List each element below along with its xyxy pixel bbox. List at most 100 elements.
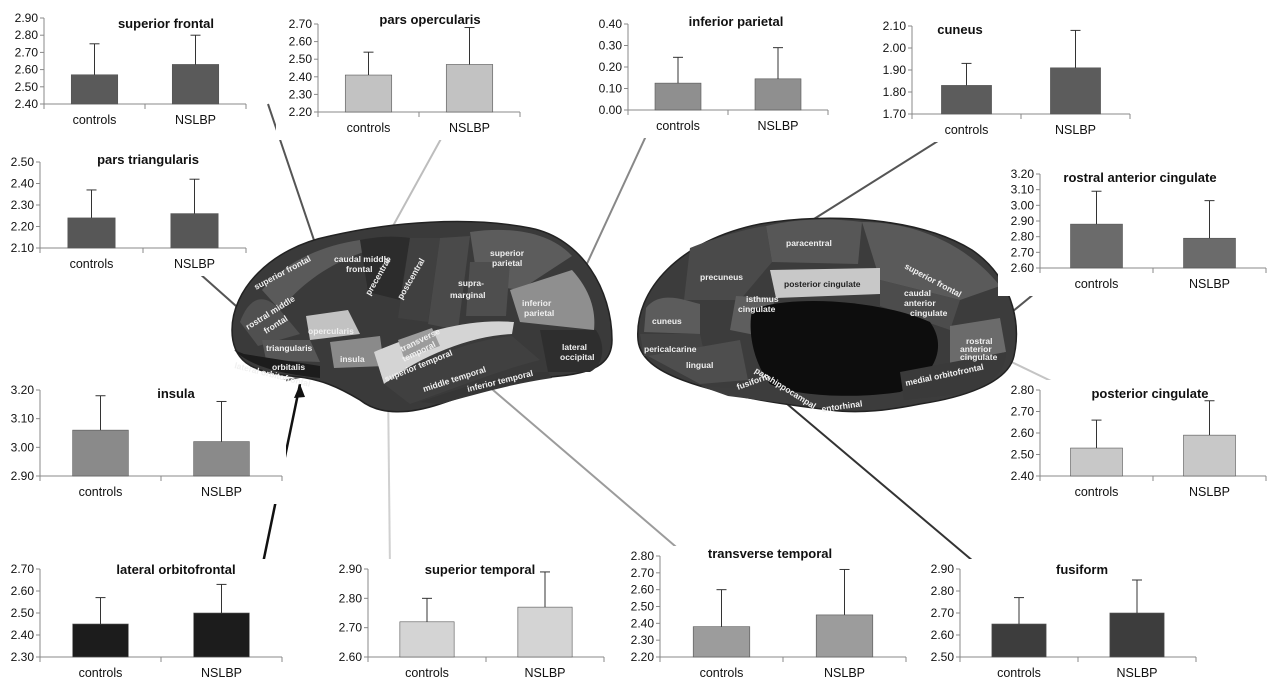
brain-label: posterior cingulate (784, 279, 861, 289)
y-tick-label: 2.90 (1011, 214, 1035, 228)
bar-controls (692, 626, 751, 658)
chart-title: insula (157, 386, 195, 401)
brain-label: supra- (458, 278, 484, 288)
region-precuneus (684, 226, 772, 300)
x-category-label: NSLBP (1055, 123, 1096, 137)
chart-pars-opercularis: pars opercularis 2.20 2.30 2.40 2.50 2.60 2.70… (276, 12, 524, 140)
y-tick-label: 2.10 (883, 19, 907, 33)
y-tick-label: 2.40 (15, 97, 39, 111)
region-medial-orbitofrontal (900, 352, 1006, 400)
y-tick-label: 2.40 (11, 177, 35, 191)
y-tick-label: 2.60 (339, 650, 363, 664)
bar-NSLBP (445, 64, 494, 113)
region-superior-temporal (374, 321, 514, 384)
y-tick-label: 2.90 (11, 469, 35, 483)
x-category-label: NSLBP (201, 666, 242, 680)
chart-background (586, 14, 832, 138)
brain-label: occipital (560, 352, 594, 362)
y-tick-label: 2.80 (631, 549, 655, 563)
brain-label: triangularis (266, 343, 313, 353)
bar-NSLBP (1109, 612, 1165, 658)
region-lateral-orbitofrontal (234, 350, 320, 378)
bar-NSLBP (517, 606, 573, 658)
chart-title: pars triangularis (97, 152, 199, 167)
region-superior-frontal-medial (862, 222, 1000, 300)
brain-label: caudal (904, 288, 931, 298)
y-tick-label: 0.10 (599, 82, 623, 96)
chart-superior-frontal: superior frontal 2.40 2.50 2.60 2.70 2.80 2.90… (2, 8, 250, 132)
brain-label: precuneus (700, 272, 743, 282)
y-tick-label: 2.70 (15, 45, 39, 59)
region-medial-wall (750, 300, 939, 396)
y-tick-label: 3.00 (1011, 198, 1035, 212)
chart-title: fusiform (1056, 562, 1108, 577)
region-pars-triangularis (262, 340, 320, 362)
bar-NSLBP (171, 64, 220, 105)
brain-lateral-view: superior frontal caudal middle frontal r… (231, 220, 613, 413)
x-category-label: controls (945, 123, 989, 137)
chart-title: transverse temporal (708, 546, 832, 561)
y-tick-label: 2.50 (931, 650, 955, 664)
y-tick-label: 3.00 (11, 440, 35, 454)
brain-label: anterior (960, 344, 992, 354)
brain-label: parietal (524, 308, 554, 318)
x-category-label: controls (347, 121, 391, 135)
x-category-label: NSLBP (1189, 277, 1230, 291)
y-tick-label: 2.80 (339, 591, 363, 605)
brain-label: pericalcarine (644, 344, 697, 354)
x-category-label: controls (1075, 277, 1119, 291)
y-tick-label: 2.90 (931, 562, 955, 576)
chart-title: superior frontal (118, 16, 214, 31)
y-tick-label: 0.00 (599, 103, 623, 117)
brain-label: cingulate (910, 308, 948, 318)
region-pars-opercularis (306, 310, 360, 340)
region-paracentral (766, 219, 862, 264)
region-lateral-occipital (540, 330, 603, 372)
connector-arrowhead (294, 384, 305, 398)
chart-pars-triangularis: pars triangularis 2.10 2.20 2.30 2.40 2.50 con… (0, 152, 250, 276)
bar-NSLBP (1183, 434, 1236, 477)
chart-rostral-anterior-cingulate: rostral anterior cingulate 2.60 2.702.80 2.… (998, 164, 1270, 296)
y-tick-label: 2.50 (289, 52, 313, 66)
brain-label: cingulate (960, 352, 998, 362)
y-tick-label: 2.40 (631, 616, 655, 630)
brain-label: lingual (686, 360, 713, 370)
x-category-label: NSLBP (525, 666, 566, 680)
x-category-label: controls (79, 666, 123, 680)
y-tick-label: 2.50 (15, 80, 39, 94)
bar-NSLBP (754, 78, 802, 111)
x-category-label: NSLBP (174, 257, 215, 271)
x-category-label: controls (79, 485, 123, 499)
y-tick-label: 2.80 (15, 28, 39, 42)
bar-controls (344, 74, 393, 113)
brain-label: inferior (522, 298, 552, 308)
chart-title: cuneus (937, 22, 983, 37)
y-tick-label: 2.70 (1011, 245, 1035, 259)
y-tick-label: 2.00 (883, 41, 907, 55)
bar-NSLBP (1050, 67, 1101, 115)
y-tick-label: 2.60 (931, 628, 955, 642)
y-tick-label: 2.20 (289, 105, 313, 119)
x-category-label: controls (73, 113, 117, 127)
brain-label: parietal (492, 258, 522, 268)
y-tick-label: 1.80 (883, 85, 907, 99)
chart-inferior-parietal: inferior parietal 0.00 0.10 0.20 0.30 0.40 con… (586, 14, 832, 138)
brain-label: marginal (450, 290, 485, 300)
region-caudal-middle-frontal (360, 236, 410, 300)
brain-label: caudal middle (334, 254, 391, 264)
y-tick-label: 2.90 (15, 11, 39, 25)
x-category-label: NSLBP (824, 666, 865, 680)
y-tick-label: 0.30 (599, 39, 623, 53)
chart-lateral-orbitofrontal: lateral orbitofrontal 2.30 2.40 2.50 2.60 2.7… (0, 559, 286, 681)
region-inferior-parietal (510, 270, 595, 330)
bar-NSLBP (193, 612, 250, 658)
region-postcentral (428, 236, 470, 330)
brain-label: frontal (346, 264, 372, 274)
region-rostral-anterior-cingulate (950, 318, 1006, 364)
bar-NSLBP (193, 441, 250, 477)
y-tick-label: 3.10 (11, 412, 35, 426)
x-category-label: controls (700, 666, 744, 680)
y-tick-label: 3.20 (1011, 167, 1035, 181)
bar-NSLBP (815, 614, 874, 658)
